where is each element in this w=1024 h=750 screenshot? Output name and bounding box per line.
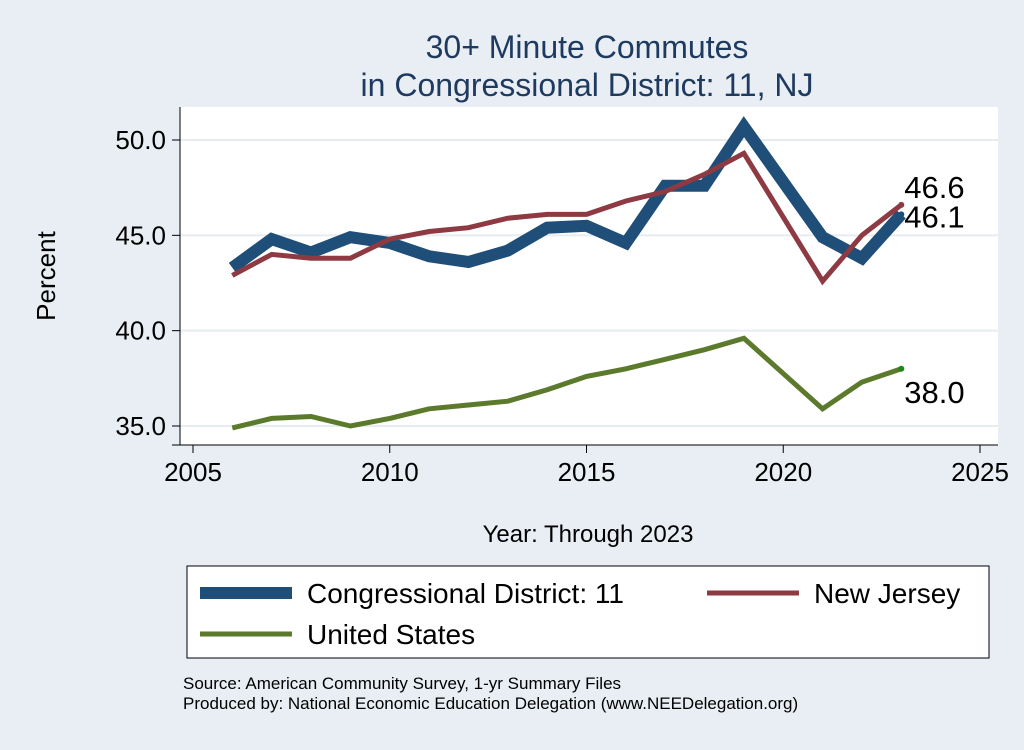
x-tick-label: 2015 <box>558 457 616 487</box>
series-line-2 <box>231 335 903 431</box>
y-axis-ticks: 35.0 40.0 45.0 50.0 <box>115 125 180 441</box>
chart-title-line-2: in Congressional District: 11, NJ <box>361 67 814 103</box>
series-line-0 <box>228 116 906 273</box>
legend-label-2: United States <box>307 619 475 650</box>
plot-area <box>180 107 998 445</box>
legend-label-1: New Jersey <box>814 578 960 609</box>
series-line-1 <box>231 149 903 286</box>
y-tick-label: 35.0 <box>115 411 166 441</box>
series-end-point-1 <box>898 201 905 208</box>
producer-note: Produced by: National Economic Education… <box>183 694 798 713</box>
series-end-point-0 <box>898 211 905 218</box>
source-note: Source: American Community Survey, 1-yr … <box>183 674 621 693</box>
y-tick-label: 45.0 <box>115 220 166 250</box>
series-end-point-2 <box>898 365 905 372</box>
legend-box <box>186 565 990 659</box>
y-tick-label: 50.0 <box>115 125 166 155</box>
y-tick-label: 40.0 <box>115 316 166 346</box>
chart-title-line-1: 30+ Minute Commutes <box>426 29 749 65</box>
grid-lines <box>180 139 998 427</box>
legend: Congressional District: 11 New Jersey Unit… <box>200 578 960 650</box>
x-tick-label: 2025 <box>951 457 1009 487</box>
x-axis-label: Year: Through 2023 <box>483 521 694 548</box>
x-tick-label: 2020 <box>754 457 812 487</box>
x-tick-label: 2010 <box>361 457 419 487</box>
end-labels: 46.146.6 38.0 <box>904 170 964 410</box>
y-axis-label: Percent <box>31 230 61 320</box>
end-label-0: 46.1 <box>904 199 964 234</box>
series-layer <box>228 116 906 431</box>
end-label-1: 46.6 <box>904 170 964 205</box>
end-label-2: 38.0 <box>904 375 964 410</box>
x-tick-label: 2005 <box>164 457 222 487</box>
x-axis-ticks: 2005 2010 2015 2020 2025 <box>164 445 1009 487</box>
legend-label-0: Congressional District: 11 <box>307 578 624 609</box>
